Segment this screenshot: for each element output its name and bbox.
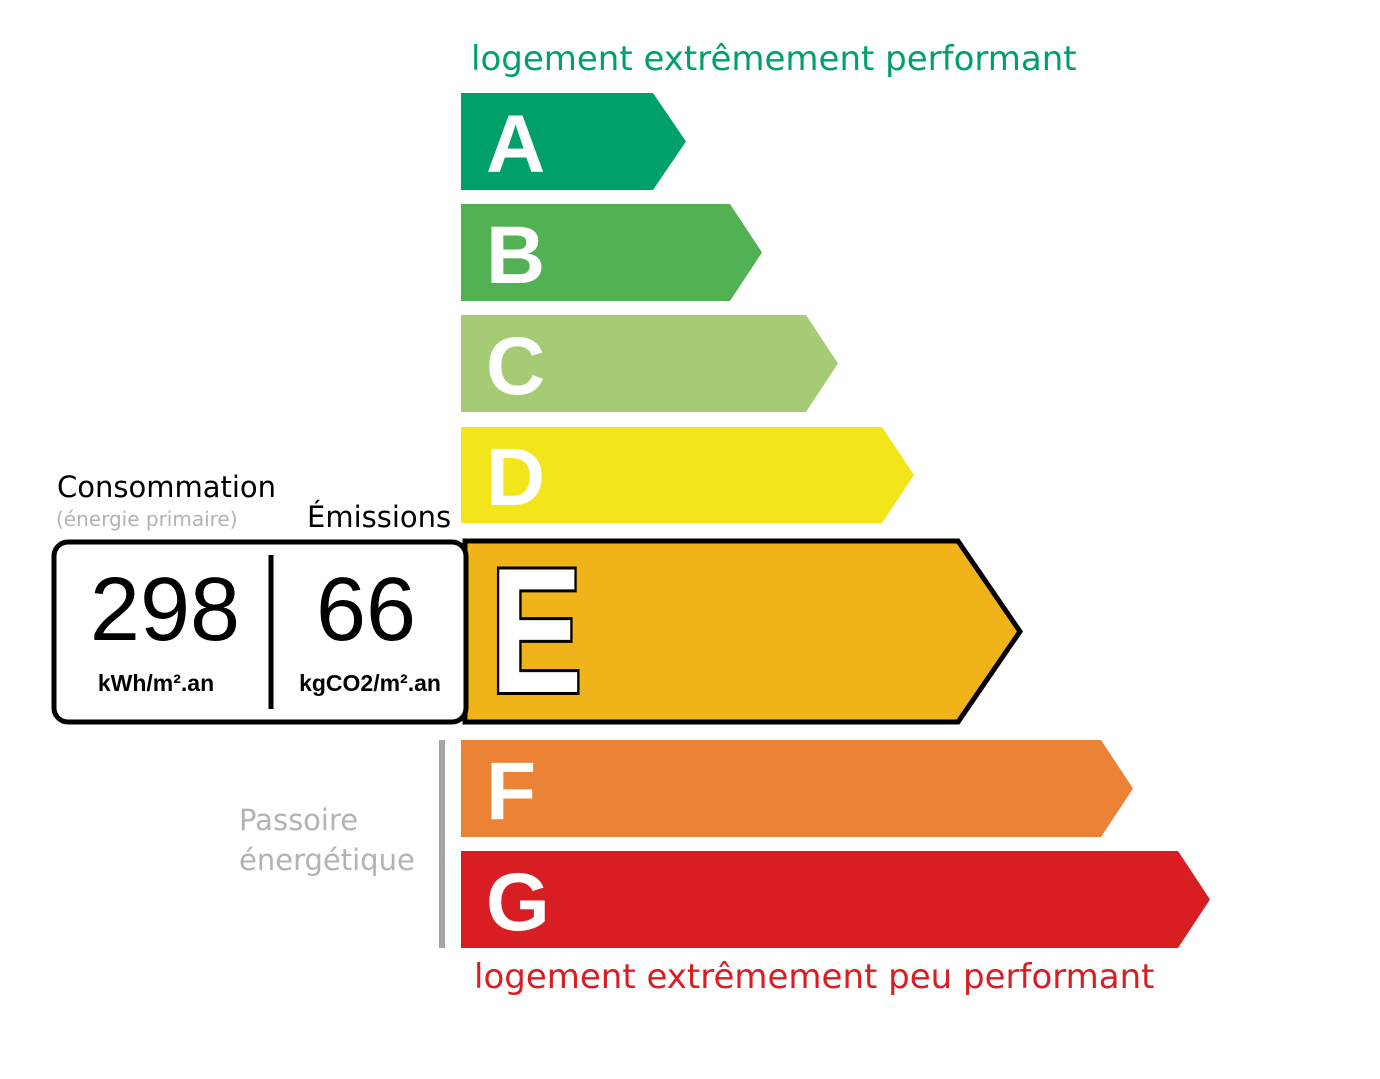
passoire-label-line2: énergétique (239, 843, 415, 877)
bottom-label: logement extrêmement peu performant (474, 957, 1154, 997)
consumption-title: Consommation (57, 470, 276, 504)
consumption-subtitle: (énergie primaire) (56, 507, 238, 531)
top-label: logement extrêmement performant (471, 39, 1077, 79)
energy-class-letter-g: G (486, 857, 550, 948)
emissions-value: 66 (316, 560, 416, 660)
emissions-unit: kgCO2/m².an (299, 670, 441, 696)
energy-class-bar-g (461, 851, 1210, 948)
energy-class-letter-e: E (490, 531, 583, 729)
energy-class-letter-b: B (486, 210, 545, 301)
energy-class-bar-a (461, 93, 686, 190)
energy-class-bar-d (461, 427, 914, 523)
passoire-label-line1: Passoire (239, 803, 358, 837)
consumption-value: 298 (90, 560, 240, 660)
energy-class-letter-a: A (486, 99, 545, 190)
consumption-unit: kWh/m².an (98, 670, 214, 696)
energy-class-letter-f: F (486, 746, 536, 837)
energy-class-letter-c: C (486, 321, 545, 412)
values-box (51, 539, 469, 725)
energy-class-bar-b (461, 204, 762, 301)
emissions-title: Émissions (307, 500, 451, 534)
energy-class-letter-d: D (486, 432, 545, 523)
energy-class-bar-c (461, 315, 838, 412)
energy-class-bar-f (461, 740, 1133, 837)
